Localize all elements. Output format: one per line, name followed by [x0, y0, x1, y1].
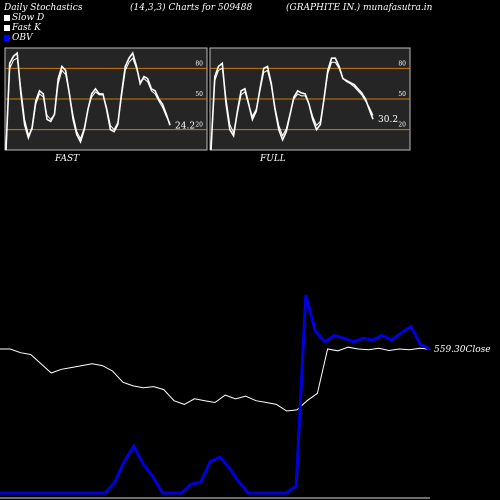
fast-last-value: 24.2 [175, 121, 195, 131]
fast-series-1 [5, 57, 171, 151]
fast-tick-80: 80 [195, 60, 203, 67]
obv-swatch [4, 35, 10, 41]
chart-params: (14,3,3) Charts for 509488 [130, 3, 253, 13]
legend-obv-label: OBV [12, 33, 33, 43]
full-tick-20: 20 [398, 122, 406, 129]
legend-fast-k-label: Fast K [12, 23, 41, 33]
chart-title: Daily Stochastics [4, 3, 83, 13]
full-last-value: 30.2 [378, 115, 398, 125]
full-series-1 [210, 61, 374, 151]
obv-line [0, 294, 431, 495]
full-panel-title: FULL [259, 154, 286, 164]
legend-fast-k: Fast K [4, 23, 41, 33]
fast-k-swatch [4, 25, 10, 31]
fast-tick-20: 20 [195, 122, 203, 129]
legend-slow-d: Slow D [4, 13, 44, 23]
fast-tick-50: 50 [195, 91, 203, 98]
close-value-label: 559.30Close [434, 345, 491, 355]
slow-d-swatch [4, 15, 10, 21]
fast-panel-title: FAST [54, 154, 80, 164]
legend-obv: OBV [4, 33, 33, 43]
legend-slow-d-label: Slow D [12, 13, 45, 23]
full-tick-50: 50 [398, 91, 406, 98]
full-tick-80: 80 [398, 60, 406, 67]
company-label: (GRAPHITE IN.) munafasutra.in [286, 3, 433, 13]
close-price-line [0, 346, 431, 412]
